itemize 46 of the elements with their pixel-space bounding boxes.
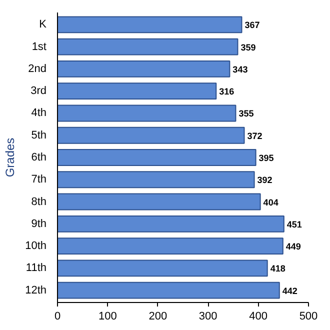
y-tick-label: 2nd <box>28 62 47 75</box>
data-label: 316 <box>219 86 234 97</box>
data-label: 372 <box>247 130 262 141</box>
y-tick-label: 11th <box>26 262 46 274</box>
bar <box>58 260 268 277</box>
bar <box>58 16 242 34</box>
bar <box>58 126 245 144</box>
data-label: 449 <box>286 242 301 252</box>
bar <box>58 282 280 299</box>
data-label: 451 <box>286 219 302 230</box>
bar <box>58 60 230 78</box>
x-tick-label: 100 <box>98 310 117 322</box>
data-label: 418 <box>270 264 286 274</box>
data-label: 392 <box>257 175 272 186</box>
bar <box>58 38 238 56</box>
y-tick-label: 8th <box>31 196 47 208</box>
y-axis-title: Grades <box>3 138 18 178</box>
y-tick-label: 1st <box>32 40 47 53</box>
data-label: 442 <box>282 286 298 296</box>
bar <box>58 149 256 166</box>
data-label: 404 <box>263 197 278 208</box>
bar <box>58 238 284 255</box>
bar <box>58 193 261 210</box>
y-tick-label: 6th <box>31 152 47 164</box>
bar <box>58 171 255 188</box>
y-tick-label: 3rd <box>30 85 47 98</box>
y-tick-label: 5th <box>31 129 47 142</box>
y-tick-label: 7th <box>31 174 47 186</box>
y-tick-label: K <box>39 18 48 31</box>
bar <box>58 104 236 122</box>
y-tick-label: 10th <box>25 240 47 252</box>
y-tick-label: 4th <box>31 107 47 120</box>
x-tick-label: 200 <box>148 310 168 322</box>
bar <box>58 215 284 232</box>
data-label: 367 <box>244 20 260 30</box>
data-label: 355 <box>238 108 254 119</box>
data-label: 343 <box>232 64 248 74</box>
y-tick-label: 12th <box>25 284 47 296</box>
data-label: 359 <box>240 42 256 52</box>
x-tick-label: 0 <box>54 310 61 322</box>
x-tick-label: 300 <box>198 310 218 322</box>
x-tick-label: 400 <box>249 310 268 322</box>
x-tick-label: 500 <box>299 310 318 322</box>
y-tick-label: 9th <box>31 218 47 230</box>
bar <box>58 82 217 100</box>
data-label: 395 <box>258 153 274 163</box>
